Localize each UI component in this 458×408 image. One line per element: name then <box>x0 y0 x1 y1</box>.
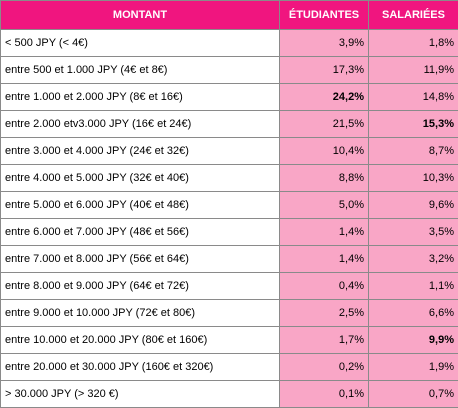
etudiants-cell: 17,3% <box>280 57 369 84</box>
montant-cell: entre 9.000 et 10.000 JPY (72€ et 80€) <box>1 300 280 327</box>
table-row: entre 4.000 et 5.000 JPY (32€ et 40€) 8,… <box>1 165 458 192</box>
montant-cell: entre 2.000 etv3.000 JPY (16€ et 24€) <box>1 111 280 138</box>
etudiants-cell: 8,8% <box>280 165 369 192</box>
salariees-cell-highlight: 9,9% <box>369 327 458 354</box>
salariees-cell: 0,7% <box>369 381 458 408</box>
table-row: entre 10.000 et 20.000 JPY (80€ et 160€)… <box>1 327 458 354</box>
etudiants-cell: 1,7% <box>280 327 369 354</box>
salariees-cell: 1,1% <box>369 273 458 300</box>
salariees-cell: 9,6% <box>369 192 458 219</box>
table-row: > 30.000 JPY (> 320 €) 0,1% 0,7% <box>1 381 458 408</box>
salariees-cell: 6,6% <box>369 300 458 327</box>
salariees-cell: 1,8% <box>369 30 458 57</box>
etudiants-cell: 10,4% <box>280 138 369 165</box>
montant-cell: entre 7.000 et 8.000 JPY (56€ et 64€) <box>1 246 280 273</box>
header-montant: MONTANT <box>1 1 280 30</box>
salariees-cell-max: 15,3% <box>369 111 458 138</box>
table-row: entre 3.000 et 4.000 JPY (24€ et 32€) 10… <box>1 138 458 165</box>
montant-cell: entre 6.000 et 7.000 JPY (48€ et 56€) <box>1 219 280 246</box>
montant-cell: entre 4.000 et 5.000 JPY (32€ et 40€) <box>1 165 280 192</box>
table-row: entre 8.000 et 9.000 JPY (64€ et 72€) 0,… <box>1 273 458 300</box>
montant-cell: entre 1.000 et 2.000 JPY (8€ et 16€) <box>1 84 280 111</box>
montant-cell: entre 5.000 et 6.000 JPY (40€ et 48€) <box>1 192 280 219</box>
etudiants-cell-max: 24,2% <box>280 84 369 111</box>
etudiants-cell: 1,4% <box>280 219 369 246</box>
etudiants-cell: 0,4% <box>280 273 369 300</box>
table-row: < 500 JPY (< 4€) 3,9% 1,8% <box>1 30 458 57</box>
etudiants-cell: 0,1% <box>280 381 369 408</box>
montant-cell: < 500 JPY (< 4€) <box>1 30 280 57</box>
header-salariees: SALARIÉES <box>369 1 458 30</box>
salariees-cell: 10,3% <box>369 165 458 192</box>
montant-cell: > 30.000 JPY (> 320 €) <box>1 381 280 408</box>
salariees-cell: 11,9% <box>369 57 458 84</box>
table-row: entre 500 et 1.000 JPY (4€ et 8€) 17,3% … <box>1 57 458 84</box>
salariees-cell: 14,8% <box>369 84 458 111</box>
header-row: MONTANT ÉTUDIANTES SALARIÉES <box>1 1 458 30</box>
header-etudiants: ÉTUDIANTES <box>280 1 369 30</box>
etudiants-cell: 3,9% <box>280 30 369 57</box>
salariees-cell: 3,5% <box>369 219 458 246</box>
montant-cell: entre 10.000 et 20.000 JPY (80€ et 160€) <box>1 327 280 354</box>
etudiants-cell: 2,5% <box>280 300 369 327</box>
montant-cell: entre 3.000 et 4.000 JPY (24€ et 32€) <box>1 138 280 165</box>
etudiants-cell: 21,5% <box>280 111 369 138</box>
etudiants-cell: 5,0% <box>280 192 369 219</box>
etudiants-cell: 0,2% <box>280 354 369 381</box>
salariees-cell: 8,7% <box>369 138 458 165</box>
salariees-cell: 3,2% <box>369 246 458 273</box>
salariees-cell: 1,9% <box>369 354 458 381</box>
table-row: entre 1.000 et 2.000 JPY (8€ et 16€) 24,… <box>1 84 458 111</box>
table-row: entre 5.000 et 6.000 JPY (40€ et 48€) 5,… <box>1 192 458 219</box>
table-row: entre 6.000 et 7.000 JPY (48€ et 56€) 1,… <box>1 219 458 246</box>
table-row: entre 7.000 et 8.000 JPY (56€ et 64€) 1,… <box>1 246 458 273</box>
etudiants-cell: 1,4% <box>280 246 369 273</box>
montant-cell: entre 500 et 1.000 JPY (4€ et 8€) <box>1 57 280 84</box>
table-row: entre 2.000 etv3.000 JPY (16€ et 24€) 21… <box>1 111 458 138</box>
table-row: entre 9.000 et 10.000 JPY (72€ et 80€) 2… <box>1 300 458 327</box>
montant-cell: entre 8.000 et 9.000 JPY (64€ et 72€) <box>1 273 280 300</box>
table-row: entre 20.000 et 30.000 JPY (160€ et 320€… <box>1 354 458 381</box>
montant-cell: entre 20.000 et 30.000 JPY (160€ et 320€… <box>1 354 280 381</box>
